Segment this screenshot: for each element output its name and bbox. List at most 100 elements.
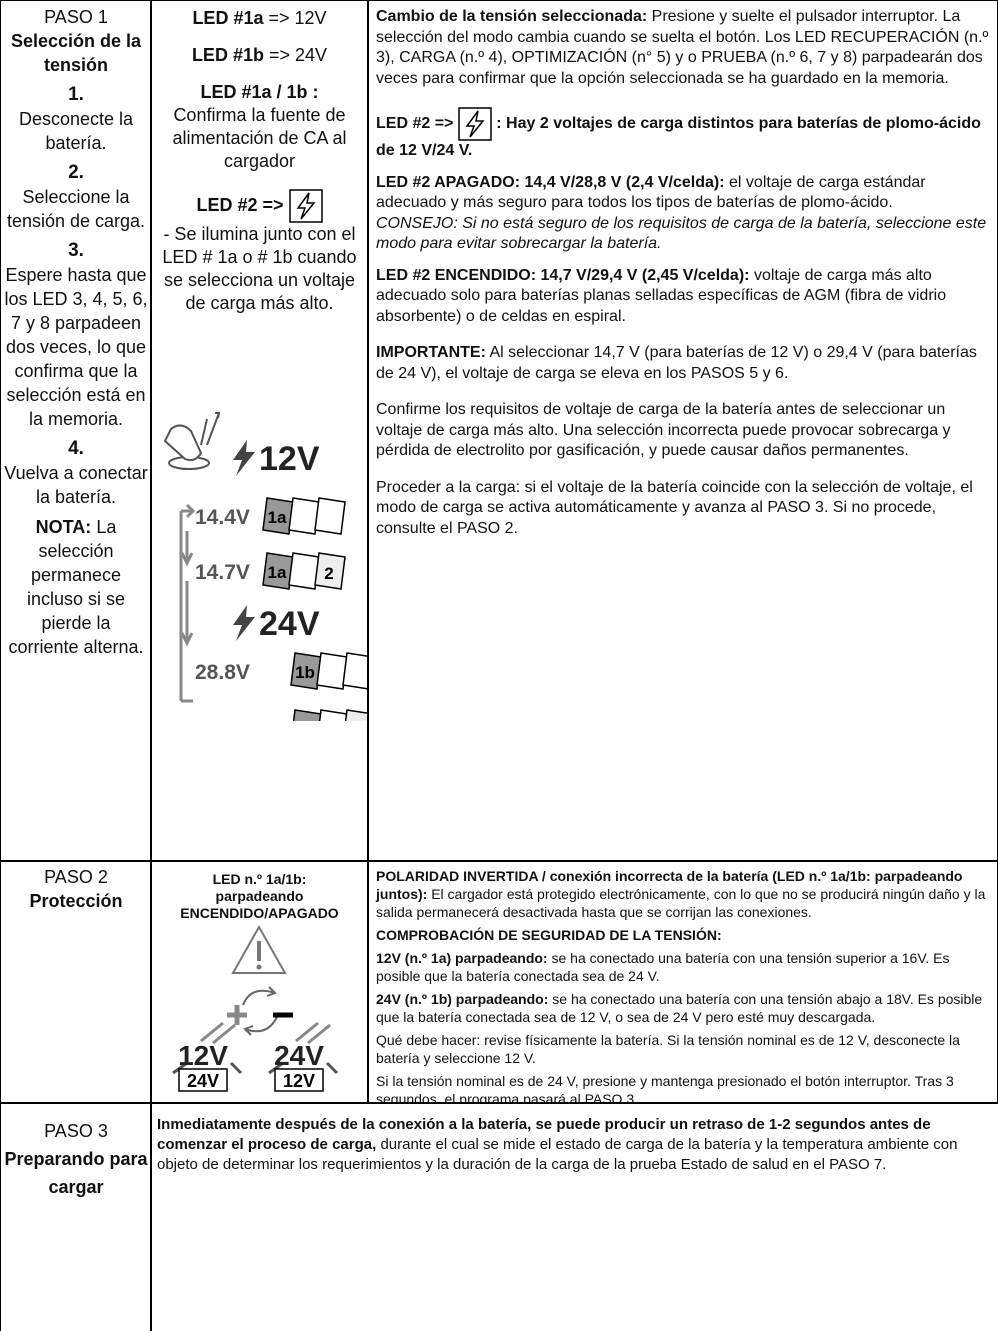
detail-text: voltaje de carga más alto adecuado solo …	[376, 266, 947, 325]
bolt	[233, 440, 255, 476]
led-text: - Se ilumina junto con el LED # 1a o # 1…	[162, 224, 357, 313]
note-text: La selección permanece incluso si se pie…	[8, 517, 144, 657]
led-label: 2	[324, 564, 333, 583]
voltage-group-label: 24V	[259, 605, 320, 643]
detail-text: El cargador está protegido electrónicame…	[376, 886, 986, 920]
instructions: 1. Desconecte la batería. 2. Seleccione la …	[4, 83, 148, 509]
led-cell	[318, 709, 348, 721]
battery-box-label: 12V	[283, 1071, 315, 1091]
led-lead: LED #2 =>	[196, 194, 284, 215]
step-label-cell: PASO 3 Preparando para cargar	[0, 1102, 152, 1331]
detail-lead: LED #2 APAGADO: 14,4 V/28,8 V (2,4 V/cel…	[376, 173, 725, 191]
instruction-number: 1.	[68, 84, 84, 105]
detail-text: Qué debe hacer: revise físicamente la ba…	[376, 1032, 960, 1066]
note-lead: NOTA:	[35, 517, 92, 537]
led-text: LED n.º 1a/1b: parpadeando ENCENDIDO/APA…	[180, 871, 339, 921]
instruction: 2. Seleccione la tensión de carga.	[4, 161, 148, 233]
voltage-group-label: 12V	[259, 440, 320, 478]
detail-text: Si la tensión nominal es de 24 V, presio…	[376, 1073, 954, 1104]
detail-lead: LED #2 ENCENDIDO: 14,7 V/29,4 V (2,45 V/…	[376, 266, 750, 284]
bolt-icon	[288, 189, 323, 223]
detail-lead: Cambio de la tensión seleccionada:	[376, 8, 648, 25]
detail-lead: Inmediatamente después de la conexión a …	[157, 1116, 931, 1153]
led-cell	[344, 709, 368, 721]
battery-label: 12V	[178, 1040, 228, 1071]
voltage-label: 28.8V	[195, 661, 250, 684]
led-text: => 24V	[268, 45, 328, 65]
detail-text: Confirme los requisitos de voltaje de ca…	[376, 401, 951, 459]
battery-box	[274, 1068, 324, 1092]
detail-lead: 24V (n.º 1b) parpadeando:	[376, 991, 549, 1007]
step-label-cell: PASO 1 Selección de la tensión 1. Desconec…	[0, 0, 152, 862]
detail-text: Proceder a la carga: si el voltaje de la…	[376, 478, 973, 537]
instruction: 1. Desconecte la batería.	[4, 83, 148, 155]
led-label: 1a	[268, 563, 287, 582]
detail-lead: 12V (n.º 1a) parpadeando:	[376, 950, 548, 966]
led-cell	[314, 552, 346, 590]
instruction: 3. Espere hasta que los LED 3, 4, 5, 6, 7…	[4, 239, 148, 431]
led-cell	[290, 652, 322, 690]
detail-lead: POLARIDAD INVERTIDA / conexión incorrect…	[376, 868, 963, 902]
details-cell: Cambio de la tensión seleccionada: Presi…	[367, 0, 998, 862]
led-cell	[316, 652, 348, 690]
detail-text: se ha conectado una batería con una tens…	[376, 950, 950, 984]
detail-text: se ha conectado una batería con una tens…	[376, 991, 983, 1025]
bolt-icon	[458, 107, 492, 141]
step-label: PASO 2	[44, 867, 108, 887]
led-label: 1a	[268, 508, 287, 527]
details-cell: POLARIDAD INVERTIDA / conexión incorrect…	[367, 860, 998, 1104]
led-cell	[288, 552, 320, 590]
instruction-number: 2.	[68, 162, 84, 183]
led-lead: LED #1b	[191, 45, 264, 65]
led-label: 1b	[295, 663, 315, 682]
led-lead: LED #1a	[192, 8, 264, 28]
step-label: PASO 1	[44, 7, 108, 27]
led-cell	[314, 497, 346, 535]
battery-label: 24V	[274, 1040, 324, 1071]
instruction: 4. Vuelva a conectar la batería.	[4, 437, 148, 509]
detail-lead: LED #2 =>	[376, 115, 454, 133]
led-cell	[292, 709, 322, 721]
bolt	[233, 605, 255, 641]
instruction-number: 4.	[68, 438, 84, 459]
battery-box-label: 24V	[187, 1071, 219, 1091]
step-title: Selección de la tensión	[10, 31, 142, 75]
step-title: Preparando para cargar	[4, 1149, 148, 1197]
led-cell	[262, 552, 294, 590]
instruction-text: Seleccione la tensión de carga.	[6, 187, 146, 231]
detail-lead: IMPORTANTE:	[376, 344, 486, 361]
led-cell: LED #1a => 12V LED #1b => 24V LED #1a / …	[150, 0, 369, 862]
voltage-label: 14.4V	[195, 506, 250, 529]
instruction-number: 3.	[68, 240, 84, 261]
detail-text: durante el cual se mide el estado de car…	[157, 1136, 958, 1173]
instruction-text: Vuelva a conectar la batería.	[4, 463, 148, 507]
led-cell	[262, 497, 294, 535]
step-label-cell: PASO 2 Protección	[0, 860, 152, 1104]
detail-text: el voltaje de carga estándar adecuado y …	[376, 173, 926, 212]
detail-heading: COMPROBACIÓN DE SEGURIDAD DE LA TENSIÓN:	[376, 927, 722, 943]
led-cell	[288, 497, 320, 535]
instruction-text: Espere hasta que los LED 3, 4, 5, 6, 7 y…	[4, 265, 148, 429]
step-label: PASO 3	[44, 1121, 108, 1141]
details-cell: Inmediatamente después de la conexión a …	[150, 1102, 998, 1331]
led-label: 1b	[295, 720, 315, 721]
detail-text: Al seleccionar 14,7 V (para baterías de …	[376, 344, 977, 382]
detail-lead: : Hay 2 voltajes de carga distintos para…	[376, 115, 981, 159]
voltage-label: 29.4V	[195, 718, 250, 721]
led-text: Confirma la fuente de alimentación de CA…	[172, 105, 347, 171]
led-cell: LED n.º 1a/1b: parpadeando ENCENDIDO/APA…	[150, 860, 369, 1104]
detail-tip: CONSEJO: Si no está seguro de los requis…	[376, 214, 987, 253]
step-title: Protección	[29, 891, 123, 911]
detail-text: Presione y suelte el pulsador interrupto…	[376, 8, 989, 87]
led-lead: LED #1a / 1b :	[200, 82, 319, 102]
led-text: => 12V	[268, 8, 327, 28]
voltage-label: 14.7V	[195, 561, 250, 584]
instruction-text: Desconecte la batería.	[18, 109, 134, 153]
battery-box	[178, 1068, 228, 1092]
led-cell	[342, 652, 368, 690]
